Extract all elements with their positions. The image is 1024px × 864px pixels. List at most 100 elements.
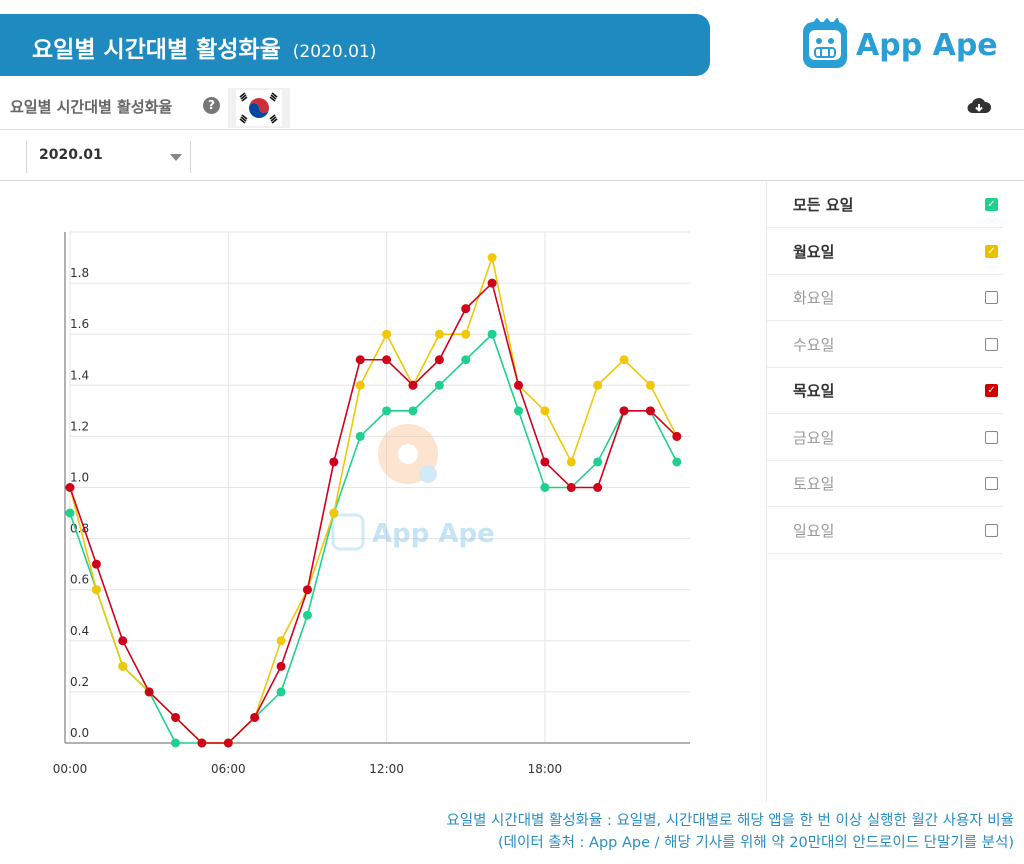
legend-item[interactable]: 월요일 ✓	[767, 229, 1003, 275]
series-line	[69, 254, 678, 744]
data-point	[619, 406, 629, 416]
data-point	[672, 457, 682, 467]
legend-checkbox[interactable]: ✓	[985, 384, 998, 397]
legend-checkbox[interactable]: ✓	[985, 198, 998, 211]
data-point	[382, 355, 392, 365]
footnote-source: (데이터 출처 : App Ape / 해당 기사를 위해 약 20만대의 안드…	[497, 835, 1014, 851]
data-point	[276, 687, 286, 697]
data-point	[593, 457, 603, 467]
legend-item[interactable]: 수요일	[767, 322, 1003, 368]
legend-checkbox[interactable]: ✓	[985, 244, 998, 258]
data-point	[434, 380, 444, 390]
data-point	[434, 329, 444, 339]
legend-item-label: 금요일	[793, 428, 835, 447]
footnote-definition: 요일별 시간대별 활성화율 : 요일별, 시간대별로 해당 앱을 한 번 이상 …	[446, 813, 1014, 829]
legend-item-label: 일요일	[793, 521, 835, 540]
data-point	[593, 483, 603, 492]
data-point	[672, 431, 682, 441]
data-point	[540, 406, 550, 416]
legend-item[interactable]: 화요일	[767, 275, 1003, 321]
data-point	[408, 380, 418, 390]
watermark-logo	[331, 424, 438, 551]
chart-footnote: 요일별 시간대별 활성화율 : 요일별, 시간대별로 해당 앱을 한 번 이상 …	[446, 810, 1014, 854]
data-point	[382, 329, 392, 339]
data-point	[566, 483, 576, 492]
data-point	[461, 355, 471, 365]
data-point	[250, 712, 260, 722]
data-point	[619, 355, 629, 365]
data-point	[65, 508, 75, 518]
chart-area: 0.0 0.2 0.4 0.6 0.8 1.0 1.2 1.4 1.6 1.8 00:00 06:00…	[0, 182, 766, 802]
data-point	[566, 457, 576, 467]
legend-item[interactable]: 토요일	[767, 461, 1003, 507]
chart-title: 요일별 시간대별 활성화율	[10, 98, 173, 116]
legend-item[interactable]: 일요일	[767, 508, 1003, 554]
data-point	[461, 304, 471, 314]
data-point	[276, 661, 286, 671]
legend-item[interactable]: 모든 요일 ✓	[767, 182, 1003, 228]
logo-text: App Ape	[856, 28, 998, 63]
data-point	[302, 585, 312, 595]
y-tick-label: 0.6	[70, 573, 89, 587]
legend-checkbox[interactable]	[985, 523, 998, 537]
y-tick-label: 1.8	[70, 266, 89, 280]
legend-checkbox[interactable]	[985, 430, 998, 444]
data-point	[91, 559, 101, 569]
data-point	[144, 687, 154, 697]
south-korea-flag-icon	[228, 88, 290, 128]
app-ape-logo: App Ape	[800, 16, 1010, 76]
series-line	[69, 332, 678, 744]
legend-item-label: 화요일	[793, 289, 835, 307]
data-point	[593, 380, 603, 390]
line-chart: 0.00.20.40.60.81.01.21.41.61.800:00 06:00…	[53, 231, 690, 776]
title-banner: 요일별 시간대별 활성화율 (2020.01)	[0, 14, 710, 76]
x-tick-label: 06:00	[211, 762, 246, 776]
cloud-download-icon[interactable]	[966, 96, 992, 116]
ape-face-icon	[803, 18, 847, 68]
data-point	[355, 355, 365, 365]
data-point	[171, 712, 181, 722]
data-point	[487, 329, 497, 339]
question-circle-icon[interactable]: ?	[203, 97, 220, 114]
data-point	[487, 253, 497, 263]
data-point	[645, 380, 655, 390]
x-tick-label: 12:00	[369, 762, 404, 776]
y-tick-label: 1.2	[70, 419, 89, 433]
legend-item-label: 목요일	[793, 382, 835, 400]
y-tick-label: 1.6	[70, 317, 89, 331]
data-point	[118, 661, 128, 671]
y-tick-label: 0.2	[70, 675, 89, 689]
y-tick-label: 1.4	[70, 368, 89, 382]
data-point	[223, 738, 233, 748]
legend-item-label: 모든 요일	[793, 196, 854, 214]
x-tick-label: 00:00	[53, 762, 88, 776]
data-point	[329, 457, 339, 467]
data-point	[382, 406, 392, 416]
legend-item[interactable]: 목요일 ✓	[767, 368, 1003, 414]
data-point	[540, 483, 550, 492]
page-title-text: 요일별 시간대별 활성화율	[32, 37, 281, 63]
period-select[interactable]: 2020.01	[26, 141, 191, 173]
legend-item[interactable]: 금요일	[767, 415, 1003, 461]
data-point	[355, 380, 365, 390]
filter-toolbar: 2020.01	[0, 131, 1024, 181]
data-point	[540, 457, 550, 467]
chevron-down-icon	[170, 154, 182, 161]
legend-checkbox[interactable]	[985, 477, 998, 490]
y-tick-label: 0.0	[70, 726, 89, 740]
legend-item-label: 토요일	[793, 475, 835, 493]
period-select-value: 2020.01	[39, 147, 103, 163]
legend-item-label: 월요일	[793, 242, 835, 261]
data-point	[329, 508, 339, 518]
legend-checkbox[interactable]	[985, 337, 998, 351]
data-point	[302, 610, 312, 620]
series-line	[69, 281, 678, 744]
page-title: 요일별 시간대별 활성화율 (2020.01)	[32, 30, 376, 64]
legend-checkbox[interactable]	[985, 291, 998, 304]
data-point	[408, 406, 418, 416]
data-point	[118, 636, 128, 646]
legend-item-label: 수요일	[793, 335, 835, 354]
data-point	[65, 483, 75, 492]
data-point	[434, 355, 444, 365]
